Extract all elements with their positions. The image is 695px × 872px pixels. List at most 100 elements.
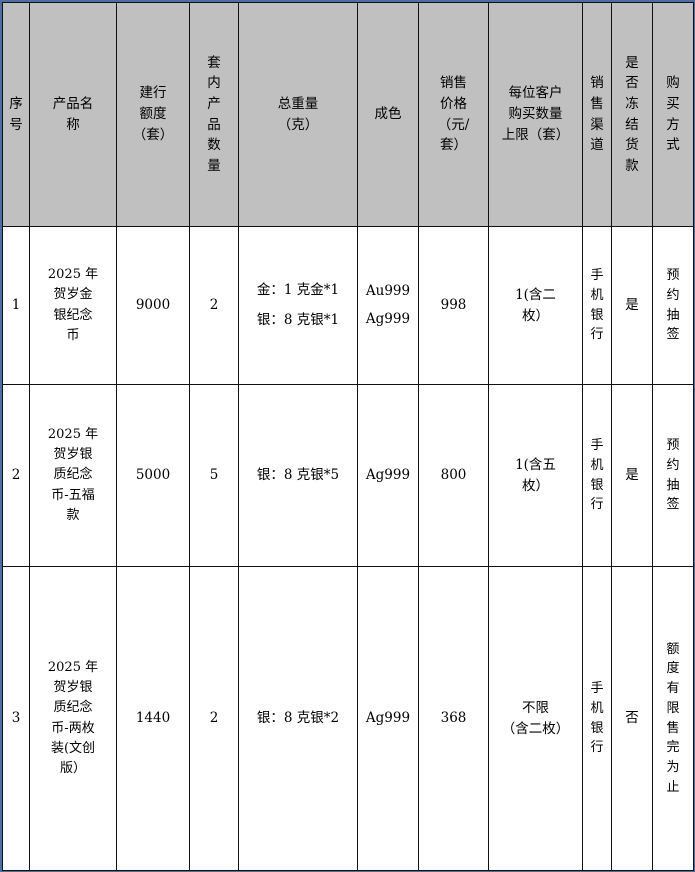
cell-frozen: 是 [611,384,653,567]
cell-fineness: Ag999 [357,384,419,567]
column-header-count: 套内产品数量 [189,2,239,227]
table-header: 序号 产品名称 建行 额度 （套） 套内产品数量 总重量 （克） 成色 [2,2,694,227]
cell-channel-text: 手机银行 [586,266,608,345]
cell-weight-line-0: 银：8 克银*2 [256,710,340,727]
cell-method-line-0: 额 [666,641,680,657]
column-header-frozen-text: 是否冻结货款 [615,53,649,176]
cell-name: 2025 年贺岁金 银纪念币 [29,226,117,385]
cell-channel: 手机银行 [582,566,612,871]
cell-weight-line-1: 银：8 克银*1 [256,312,340,328]
cell-method: 预约抽签 [652,384,694,567]
cell-count: 2 [189,226,239,385]
column-header-count-line-3: 品 [207,116,221,133]
cell-name-line-4: 款 [66,507,80,523]
column-header-method-line-3: 式 [666,137,680,154]
cell-name-line-3: 币-五福 [51,487,95,503]
cell-weight-text: 银：8 克银*5 [242,465,354,486]
cell-limit-line-0: 1(含五 [515,456,556,473]
cell-name-line-2: 银纪念 [53,307,93,323]
cell-name-text: 2025 年贺岁银 质纪念 币-两枚 装(文创 版） [33,658,113,779]
table-row: 2 2025 年贺岁银 质纪念 币-五福款 5000 5 银：8 克银*5 Ag999 800 1… [2,384,694,567]
cell-method-line-1: 约 [666,287,680,303]
column-header-frozen-line-0: 是 [625,54,639,71]
cell-quota: 1440 [116,566,190,871]
cell-method-line-5: 完 [666,740,680,756]
column-header-count-text: 套内产品数量 [193,53,235,176]
cell-name-line-0: 2025 年 [47,660,99,676]
column-header-price-line-3: 套） [440,137,467,154]
cell-weight: 金：1 克金*1 银：8 克银*1 [238,226,358,385]
cell-fineness-line-0: Ag999 [365,710,411,727]
column-header-channel-text: 销售渠道 [586,73,608,155]
cell-limit: 1(含二 枚） [488,226,583,385]
cell-channel-text: 手机银行 [586,679,608,758]
column-header-count-line-5: 量 [207,157,221,174]
cell-name: 2025 年贺岁银 质纪念 币-两枚 装(文创 版） [29,566,117,871]
cell-channel-line-2: 银 [590,720,604,736]
cell-channel-line-0: 手 [590,681,604,696]
cell-method-text: 预约抽签 [656,436,690,515]
cell-channel-line-1: 机 [590,700,604,716]
column-header-fineness: 成色 [357,2,419,227]
cell-method-text: 额度有限售完为止 [656,640,690,798]
column-header-limit-text: 每位客户 购买数量 上限（套） [492,83,579,146]
cell-name-line-1: 贺岁金 [53,287,93,303]
cell-method-line-3: 限 [666,700,680,716]
cell-name-line-2: 质纪念 [53,700,93,716]
column-header-frozen-line-5: 款 [625,157,639,174]
cell-method-line-0: 预 [666,268,680,283]
cell-channel-line-2: 银 [590,477,604,493]
cell-quota: 9000 [116,226,190,385]
cell-name-line-0: 2025 年 [47,427,99,443]
column-header-method-line-1: 买 [666,95,680,112]
column-header-weight-line-1: （克） [277,116,319,133]
column-header-fineness-line-0: 成色 [374,106,402,123]
cell-method-line-3: 签 [666,497,680,513]
column-header-frozen-line-4: 货 [625,137,639,154]
cell-fineness: Au999 Ag999 [357,226,419,385]
column-header-frozen-line-1: 否 [625,75,639,92]
column-header-method-line-0: 购 [666,75,680,92]
column-header-frozen: 是否冻结货款 [611,2,653,227]
column-header-price: 销售 价格 （元/套） [418,2,489,227]
cell-weight-text: 银：8 克银*2 [242,708,354,729]
cell-name-line-5: 版） [59,760,86,776]
cell-name-line-1: 贺岁银 [53,447,93,463]
cell-limit: 不限 （含二枚） [488,566,583,871]
column-header-weight-text: 总重量 （克） [242,94,354,136]
cell-channel-line-2: 银 [590,307,604,323]
cell-channel-text: 手机银行 [586,436,608,515]
cell-fineness-text: Au999 Ag999 [361,281,415,330]
column-header-method: 购买方式 [652,2,694,227]
column-header-quota-text: 建行 额度 （套） [120,83,186,146]
column-header-limit-line-1: 购买数量 [508,106,563,123]
column-header-weight-line-0: 总重量 [277,95,319,112]
cell-channel-line-1: 机 [590,457,604,473]
column-header-name-line-1: 称 [66,116,80,133]
cell-name-line-1: 贺岁银 [53,680,93,696]
cell-weight-line-0: 银：8 克银*5 [256,467,340,484]
column-header-count-line-4: 数 [207,137,221,154]
column-header-method-line-2: 方 [666,116,680,133]
cell-name-line-3: 币-两枚 [51,720,95,736]
cell-channel-line-3: 行 [590,497,604,513]
cell-method-line-2: 有 [666,681,680,696]
cell-channel-line-3: 行 [590,740,604,756]
cell-limit-text: 1(含五 枚） [492,455,579,497]
column-header-limit: 每位客户 购买数量 上限（套） [488,2,583,227]
column-header-channel: 销售渠道 [582,2,612,227]
table-row: 1 2025 年贺岁金 银纪念币 9000 2 金：1 克金*1 银：8 克银*1 Au999… [2,226,694,385]
cell-channel-line-1: 机 [590,287,604,303]
cell-quota: 5000 [116,384,190,567]
column-header-name-text: 产品名称 [33,94,113,136]
cell-limit-line-0: 1(含二 [515,286,556,303]
cell-channel: 手机银行 [582,226,612,385]
column-header-index-line-0: 序 [9,95,23,112]
cell-frozen: 否 [611,566,653,871]
cell-channel: 手机银行 [582,384,612,567]
cell-fineness-line-0: Ag999 [365,467,411,484]
column-header-price-line-1: 价格 [440,95,467,112]
cell-weight: 银：8 克银*5 [238,384,358,567]
